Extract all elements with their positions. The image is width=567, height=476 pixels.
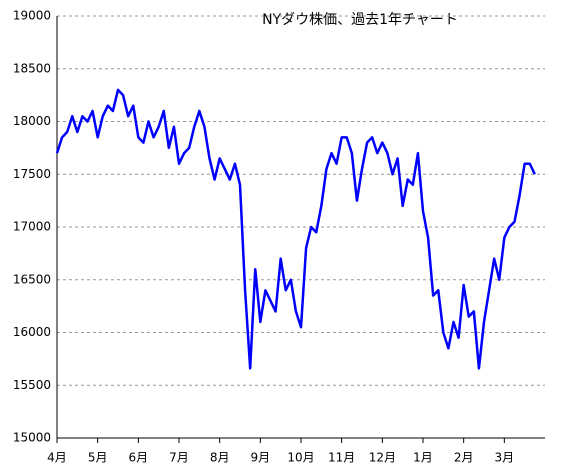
x-tick-label: 11月	[328, 451, 355, 465]
y-tick-label: 17000	[13, 220, 51, 234]
y-tick-label: 16500	[13, 272, 51, 286]
x-tick-label: 5月	[88, 451, 108, 465]
x-tick-label: 2月	[454, 451, 474, 465]
x-tick-label: 6月	[129, 451, 149, 465]
y-tick-label: 17500	[13, 167, 51, 181]
x-tick-label: 10月	[287, 451, 314, 465]
line	[55, 88, 536, 370]
y-tick-label: 19000	[13, 9, 51, 23]
y-tick-label: 15500	[13, 378, 51, 392]
y-tick-label: 16000	[13, 325, 51, 339]
y-tick-label: 18500	[13, 61, 51, 75]
x-tick-label: 12月	[369, 451, 396, 465]
x-tick-label: 3月	[495, 451, 515, 465]
x-tick-label: 8月	[210, 451, 230, 465]
x-tick-label: 1月	[413, 451, 433, 465]
chart-title: NYダウ株価、過去1年チャート	[262, 12, 458, 28]
x-tick-label: 4月	[47, 451, 67, 465]
x-tick-label: 9月	[251, 451, 271, 465]
y-tick-label: 18000	[13, 114, 51, 128]
y-tick-label: 15000	[13, 431, 51, 445]
x-tick-label: 7月	[169, 451, 189, 465]
